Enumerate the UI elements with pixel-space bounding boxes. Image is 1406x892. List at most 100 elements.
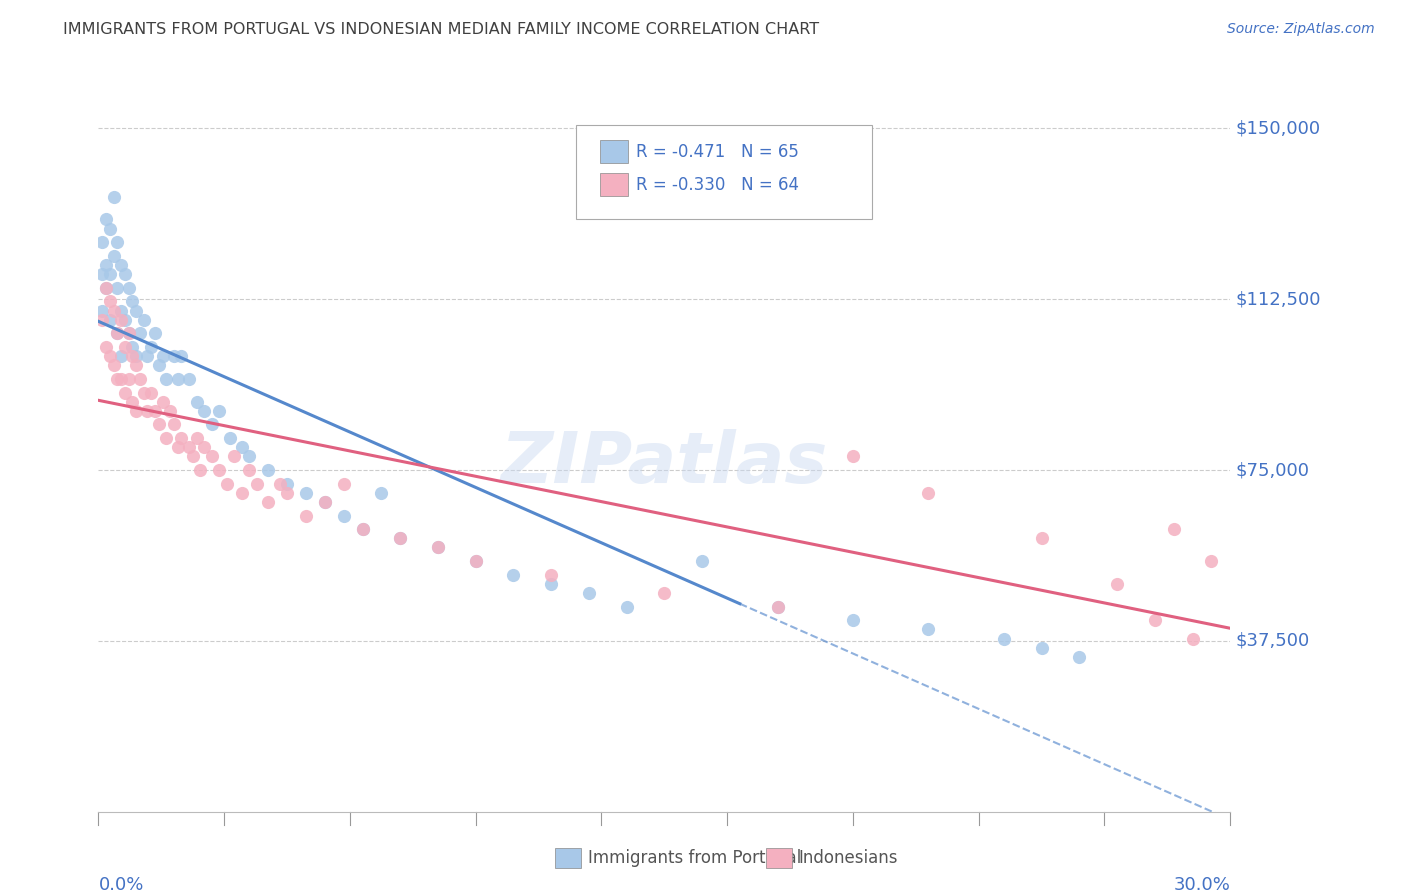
Point: [652, 586, 676, 600]
Text: $37,500: $37,500: [1236, 632, 1310, 650]
Point: [94, 258, 117, 272]
Point: [103, 249, 125, 263]
Point: [114, 312, 136, 326]
Point: [117, 281, 139, 295]
Point: [917, 623, 939, 637]
Point: [464, 554, 486, 568]
Point: [389, 532, 412, 546]
Point: [219, 431, 242, 445]
Point: [141, 340, 163, 354]
Point: [152, 394, 174, 409]
Point: [231, 440, 253, 454]
Point: [114, 340, 136, 354]
Point: [1107, 577, 1129, 591]
Point: [125, 349, 148, 363]
Point: [1031, 532, 1053, 546]
Point: [163, 349, 186, 363]
Text: ZIPatlas: ZIPatlas: [501, 429, 828, 499]
Point: [166, 440, 188, 454]
Point: [121, 349, 143, 363]
Point: [540, 577, 562, 591]
Point: [141, 385, 163, 400]
Point: [188, 463, 211, 477]
Point: [155, 372, 177, 386]
Point: [110, 258, 132, 272]
Text: $75,000: $75,000: [1236, 461, 1310, 479]
Point: [125, 404, 148, 418]
Point: [98, 312, 121, 326]
Point: [540, 567, 562, 582]
Point: [91, 235, 114, 250]
Point: [91, 312, 114, 326]
Point: [117, 326, 139, 341]
Point: [152, 349, 174, 363]
Point: [1201, 554, 1223, 568]
Point: [105, 281, 128, 295]
Point: [181, 450, 204, 464]
Point: [215, 476, 238, 491]
Point: [766, 599, 789, 614]
Point: [105, 372, 128, 386]
Point: [464, 554, 486, 568]
Point: [427, 541, 450, 555]
Point: [201, 417, 224, 432]
Point: [276, 485, 298, 500]
Point: [103, 303, 125, 318]
Point: [110, 303, 132, 318]
Point: [98, 294, 121, 309]
Point: [276, 476, 298, 491]
Point: [125, 358, 148, 372]
Point: [159, 404, 181, 418]
Point: [105, 235, 128, 250]
Point: [121, 394, 143, 409]
Point: [129, 372, 152, 386]
Point: [578, 586, 600, 600]
Point: [616, 599, 638, 614]
Point: [208, 463, 231, 477]
Point: [1143, 613, 1166, 627]
Point: [103, 358, 125, 372]
Point: [1181, 632, 1204, 646]
Point: [136, 404, 159, 418]
Point: [148, 417, 170, 432]
Point: [257, 463, 280, 477]
Point: [91, 303, 114, 318]
Point: [1069, 649, 1091, 664]
Point: [502, 567, 524, 582]
Text: Indonesians: Indonesians: [799, 849, 898, 867]
Text: 30.0%: 30.0%: [1174, 876, 1230, 892]
Text: 0.0%: 0.0%: [98, 876, 143, 892]
Point: [163, 417, 186, 432]
Point: [117, 372, 139, 386]
Point: [94, 340, 117, 354]
Point: [94, 281, 117, 295]
Point: [352, 522, 374, 536]
Point: [332, 476, 354, 491]
Point: [257, 495, 280, 509]
Point: [993, 632, 1015, 646]
Point: [136, 349, 159, 363]
Point: [166, 372, 188, 386]
Point: [132, 312, 155, 326]
Point: [170, 349, 193, 363]
Point: [177, 440, 200, 454]
Point: [201, 450, 224, 464]
Point: [143, 326, 166, 341]
Point: [125, 303, 148, 318]
Point: [110, 312, 132, 326]
Point: [114, 385, 136, 400]
Point: [370, 485, 392, 500]
Point: [314, 495, 336, 509]
Point: [94, 212, 117, 227]
Point: [110, 372, 132, 386]
Point: [132, 385, 155, 400]
Point: [110, 349, 132, 363]
Point: [105, 326, 128, 341]
Text: R = -0.471   N = 65: R = -0.471 N = 65: [636, 143, 799, 161]
Point: [427, 541, 450, 555]
Point: [186, 431, 208, 445]
Point: [295, 485, 318, 500]
Text: Immigrants from Portugal: Immigrants from Portugal: [588, 849, 801, 867]
Point: [105, 326, 128, 341]
Point: [224, 450, 246, 464]
